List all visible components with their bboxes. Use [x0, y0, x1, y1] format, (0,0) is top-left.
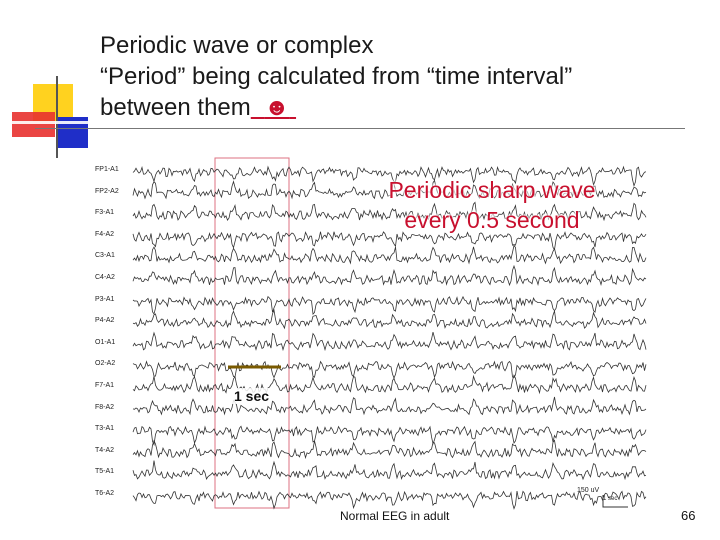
figure-caption: Normal EEG in adult — [340, 509, 450, 523]
periodic-annotation: Periodic sharp wave every 0.5 second — [342, 175, 642, 235]
channel-label-fp2-a2: FP2-A2 — [95, 187, 119, 195]
channel-label-t6-a2: T6-A2 — [95, 490, 115, 497]
eeg-trace-fp1-a1 — [132, 165, 647, 188]
channel-label-o1-a1: O1-A1 — [95, 338, 116, 346]
channel-label-o2-a2: O2-A2 — [95, 360, 116, 368]
channel-label-f3-a1: F3-A1 — [95, 209, 115, 217]
eeg-trace-t6-a2 — [132, 490, 647, 510]
voltage-scale-label: 150 uV — [577, 487, 600, 494]
channel-label-f7-a1: F7-A1 — [95, 382, 115, 389]
eeg-trace-fp2-a2 — [132, 179, 647, 200]
channel-label-fp1-a1: FP1-A1 — [95, 166, 119, 173]
eeg-trace-o1-a1 — [132, 331, 647, 352]
channel-label-c3-a1: C3-A1 — [95, 252, 115, 260]
page-number: 66 — [681, 508, 696, 523]
title-underline-gap — [251, 94, 264, 121]
channel-label-p4-a2: P4-A2 — [95, 317, 115, 325]
title-line-3-text: between them — [100, 94, 251, 121]
slide-title: Periodic wave or complex “Period” being … — [100, 30, 700, 123]
eeg-trace-p4-a2 — [132, 308, 647, 330]
title-line-3: between them ☻ — [100, 92, 700, 123]
highlight-window — [214, 157, 290, 509]
eeg-trace-c3-a1 — [132, 244, 647, 265]
eeg-trace-o2-a2 — [132, 360, 647, 380]
deco-vertical-line — [56, 76, 58, 158]
title-line-1: Periodic wave or complex — [100, 32, 374, 59]
time-scale-label: 1 sec — [232, 388, 272, 404]
channel-label-p3-a1: P3-A1 — [95, 295, 115, 303]
title-line-2: “Period” being calculated from “time int… — [100, 63, 573, 90]
eeg-trace-c4-a2 — [132, 264, 647, 287]
annotation-line-1: Periodic sharp wave — [388, 177, 596, 203]
eeg-trace-t5-a1 — [132, 460, 647, 481]
smiley-icon: ☻ — [264, 94, 290, 121]
eeg-trace-f8-a2 — [132, 396, 647, 416]
channel-label-c4-a2: C4-A2 — [95, 274, 115, 281]
channel-label-f8-a2: F8-A2 — [95, 403, 115, 411]
eeg-trace-p3-a1 — [132, 295, 647, 316]
time-scale-small-label: 1 sec — [603, 496, 618, 502]
eeg-trace-f7-a1 — [132, 374, 647, 395]
channel-label-t4-a2: T4-A2 — [95, 446, 115, 454]
eeg-trace-f4-a2 — [132, 231, 647, 251]
channel-label-t3-a1: T3-A1 — [95, 425, 115, 433]
annotation-line-2: every 0.5 second — [404, 207, 580, 233]
calibration-bar — [602, 495, 628, 508]
title-underline-tail — [289, 94, 296, 121]
eeg-figure: FP1-A1 FP2-A2 F3-A1 F4-A2 C3-A1 C4-A2 P3-A1 P4-… — [88, 155, 650, 520]
eeg-trace-f3-a1 — [132, 201, 647, 222]
channel-label-f4-a2: F4-A2 — [95, 230, 115, 238]
deco-red-square — [12, 112, 55, 137]
eeg-traces — [132, 157, 647, 510]
channel-label-t5-a1: T5-A1 — [95, 468, 115, 476]
eeg-trace-t4-a2 — [132, 439, 647, 460]
eeg-trace-t3-a1 — [132, 425, 647, 447]
deco-horizontal-line — [35, 128, 685, 129]
deco-white-stripe — [12, 121, 88, 124]
